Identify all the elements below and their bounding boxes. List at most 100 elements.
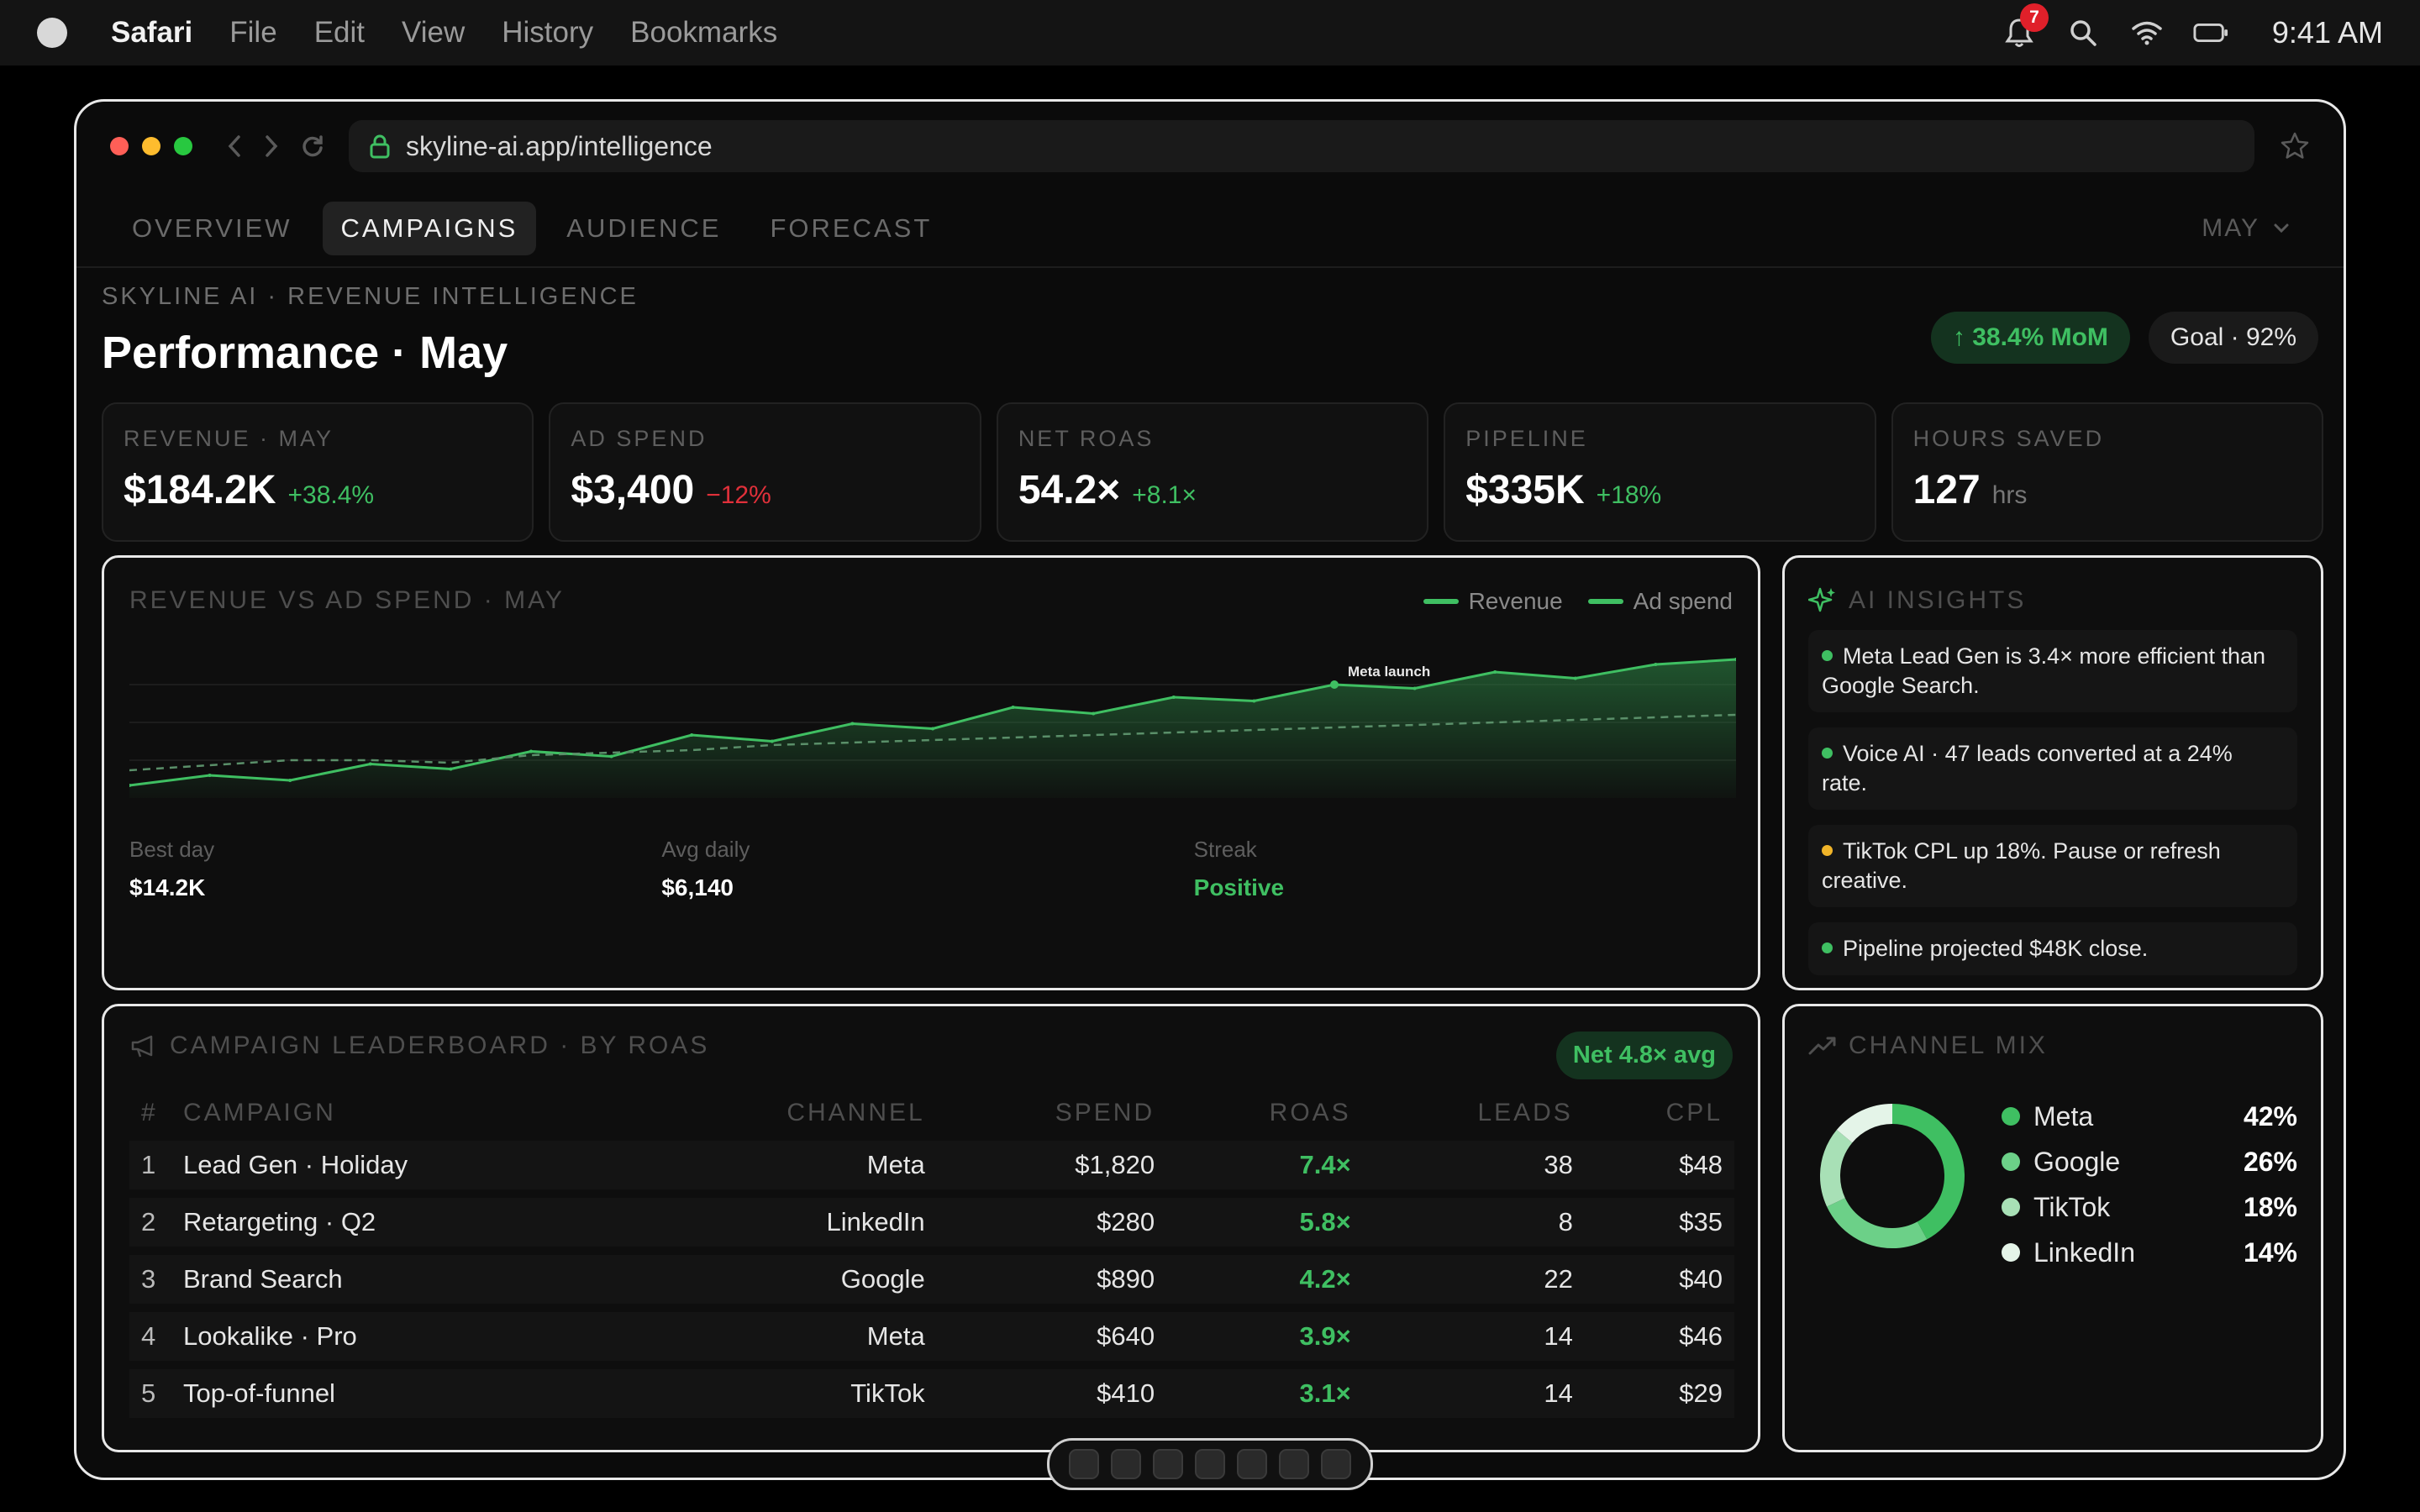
tab-campaigns[interactable]: CAMPAIGNS	[322, 202, 537, 255]
revenue-data-point[interactable]	[129, 784, 131, 787]
chart-legend: Revenue Ad spend	[1423, 588, 1733, 615]
menu-app-name[interactable]: Safari	[111, 16, 193, 49]
cell-campaign: Retargeting · Q2	[171, 1198, 635, 1247]
revenue-data-point[interactable]	[1734, 658, 1736, 661]
revenue-data-point[interactable]	[1654, 663, 1658, 666]
revenue-data-point[interactable]	[1171, 696, 1176, 699]
dock-app-icon[interactable]	[1111, 1449, 1141, 1479]
revenue-data-point[interactable]	[690, 733, 694, 737]
kpi-hours-saved-card[interactable]: HOURS SAVED 127 hrs	[1891, 402, 2324, 542]
reload-icon[interactable]	[300, 134, 325, 159]
insight-text: Meta Lead Gen is 3.4× more efficient tha…	[1822, 643, 2266, 698]
channel-mix-donut-chart[interactable]	[1817, 1100, 1968, 1252]
kpi-unit: hrs	[1991, 481, 2028, 509]
insight-item[interactable]: TikTok CPL up 18%. Pause or refresh crea…	[1808, 825, 2297, 907]
chart-stats: Best day $14.2K Avg daily $6,140 Streak …	[129, 837, 1726, 901]
dock-app-icon[interactable]	[1069, 1449, 1099, 1479]
revenue-data-point[interactable]	[770, 739, 774, 743]
revenue-data-point[interactable]	[529, 749, 533, 753]
revenue-data-point[interactable]	[1573, 676, 1577, 680]
kpi-label: REVENUE · MAY	[124, 426, 334, 451]
menu-edit[interactable]: Edit	[313, 16, 365, 49]
column-header-spend[interactable]: SPEND	[1055, 1099, 1155, 1126]
bookmark-star-icon[interactable]	[2280, 131, 2310, 161]
revenue-data-point[interactable]	[208, 774, 212, 777]
back-arrow-icon[interactable]	[226, 134, 243, 159]
menu-clock[interactable]: 9:41 AM	[2271, 15, 2383, 50]
revenue-data-point[interactable]	[1092, 711, 1096, 716]
kpi-pipeline-card[interactable]: PIPELINE $335K +18%	[1444, 402, 1876, 542]
dock-app-icon[interactable]	[1279, 1449, 1309, 1479]
revenue-data-point[interactable]	[288, 779, 292, 782]
wifi-icon[interactable]	[2129, 15, 2165, 50]
channel-mix-row[interactable]: LinkedIn 14%	[2002, 1230, 2297, 1275]
channel-name: LinkedIn	[2033, 1236, 2135, 1268]
insight-item[interactable]: Pipeline projected $48K close.	[1808, 922, 2297, 975]
donut-slice-linkedin[interactable]	[1820, 1104, 1965, 1248]
stat-value: $14.2K	[129, 874, 206, 900]
address-bar[interactable]: skyline-ai.app/intelligence	[349, 120, 2254, 172]
menu-bookmarks[interactable]: Bookmarks	[630, 16, 778, 49]
notification-bell-icon[interactable]: 7	[2002, 3, 2049, 50]
kpi-label: AD SPEND	[571, 426, 708, 451]
legend-ad-spend[interactable]: Ad spend	[1587, 588, 1733, 615]
revenue-data-point[interactable]	[1493, 670, 1497, 674]
chart-annotation: Meta launch	[1348, 664, 1430, 680]
window-controls	[110, 137, 192, 155]
cell-cpl: $35	[1584, 1198, 1734, 1247]
annotation-marker[interactable]	[1330, 680, 1339, 689]
channel-mix-row[interactable]: Meta 42%	[2002, 1094, 2297, 1139]
revenue-data-point[interactable]	[1252, 699, 1256, 703]
forward-arrow-icon[interactable]	[263, 134, 280, 159]
ai-insights-title: AI INSIGHTS	[1849, 586, 2027, 614]
close-window-button[interactable]	[110, 137, 129, 155]
table-row[interactable]: 1 Lead Gen · Holiday Meta $1,820 7.4× 38…	[129, 1141, 1734, 1189]
kpi-net-roas-card[interactable]: NET ROAS 54.2× +8.1×	[996, 402, 1429, 542]
tab-overview[interactable]: OVERVIEW	[132, 213, 292, 243]
column-header-cpl[interactable]: CPL	[1665, 1099, 1723, 1126]
kpi-revenue-card[interactable]: REVENUE · MAY $184.2K +38.4%	[102, 402, 534, 542]
dock-app-icon[interactable]	[1153, 1449, 1183, 1479]
channel-mix-row[interactable]: TikTok 18%	[2002, 1184, 2297, 1230]
table-row[interactable]: 5 Top-of-funnel TikTok $410 3.1× 14 $29	[129, 1369, 1734, 1418]
kpi-ad-spend-card[interactable]: AD SPEND $3,400 −12%	[549, 402, 981, 542]
menu-history[interactable]: History	[502, 16, 594, 49]
table-row[interactable]: 2 Retargeting · Q2 LinkedIn $280 5.8× 8 …	[129, 1198, 1734, 1247]
revenue-area-chart[interactable]: Meta launch	[129, 638, 1736, 806]
revenue-data-point[interactable]	[449, 767, 453, 771]
column-header-leads[interactable]: LEADS	[1477, 1099, 1573, 1126]
channel-mix-row[interactable]: Google 26%	[2002, 1139, 2297, 1184]
insight-item[interactable]: Voice AI · 47 leads converted at a 24% r…	[1808, 727, 2297, 810]
minimize-window-button[interactable]	[142, 137, 160, 155]
dock-app-icon[interactable]	[1321, 1449, 1351, 1479]
revenue-data-point[interactable]	[931, 727, 934, 731]
table-row[interactable]: 4 Lookalike · Pro Meta $640 3.9× 14 $46	[129, 1312, 1734, 1361]
tab-audience[interactable]: AUDIENCE	[566, 213, 722, 243]
menu-file[interactable]: File	[229, 16, 277, 49]
spotlight-search-icon[interactable]	[2065, 15, 2101, 50]
legend-swatch	[1587, 599, 1623, 604]
column-header-roas[interactable]: ROAS	[1269, 1099, 1351, 1126]
dock-app-icon[interactable]	[1195, 1449, 1225, 1479]
column-header-rank[interactable]: #	[141, 1099, 158, 1126]
table-row[interactable]: 3 Brand Search Google $890 4.2× 22 $40	[129, 1255, 1734, 1304]
legend-revenue[interactable]: Revenue	[1423, 588, 1563, 615]
revenue-data-point[interactable]	[1011, 706, 1015, 709]
battery-icon[interactable]	[2193, 15, 2228, 50]
apple-menu-icon[interactable]	[37, 18, 67, 48]
dock-app-icon[interactable]	[1237, 1449, 1267, 1479]
insight-item[interactable]: Meta Lead Gen is 3.4× more efficient tha…	[1808, 630, 2297, 712]
tab-forecast[interactable]: FORECAST	[770, 213, 933, 243]
column-header-channel[interactable]: CHANNEL	[786, 1099, 925, 1126]
revenue-data-point[interactable]	[368, 762, 372, 766]
month-dropdown[interactable]: MAY	[2202, 214, 2290, 243]
donut-slice-tiktok[interactable]	[1820, 1104, 1965, 1248]
revenue-data-point[interactable]	[850, 722, 855, 726]
column-header-campaign[interactable]: CAMPAIGN	[183, 1099, 336, 1126]
donut-slice-google[interactable]	[1820, 1104, 1965, 1248]
revenue-data-point[interactable]	[1413, 686, 1417, 690]
menu-view[interactable]: View	[402, 16, 466, 49]
cell-roas: 7.4×	[1166, 1141, 1363, 1189]
zoom-window-button[interactable]	[174, 137, 192, 155]
revenue-data-point[interactable]	[609, 754, 613, 759]
